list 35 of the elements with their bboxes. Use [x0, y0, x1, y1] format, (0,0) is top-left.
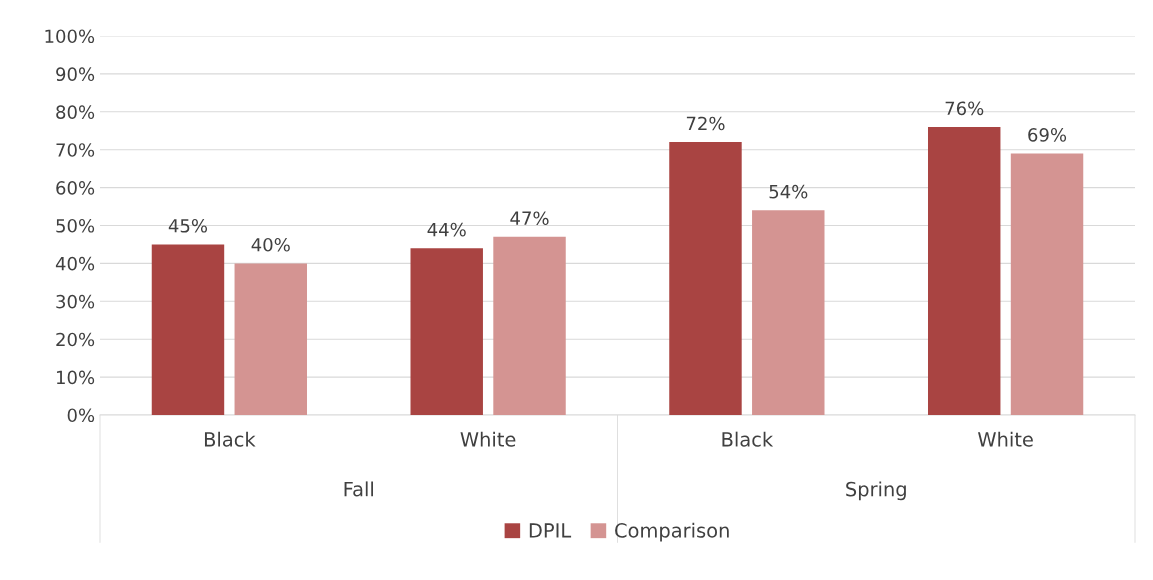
y-tick-label: 50%	[56, 218, 95, 233]
bar	[234, 263, 307, 415]
x-tick-label: White	[460, 431, 516, 447]
data-label: 44%	[427, 222, 466, 237]
bar	[752, 210, 825, 415]
y-tick-label: 60%	[56, 181, 95, 195]
legend-label: Comparison	[615, 522, 729, 542]
text: Fall	[344, 481, 373, 497]
x-tick-label: Black	[204, 431, 256, 447]
text: Spring	[846, 481, 906, 501]
bar	[410, 248, 483, 415]
bar	[928, 126, 1001, 415]
y-tick-label: 80%	[56, 105, 95, 119]
bar	[669, 142, 742, 415]
y-tick-label: 70%	[56, 143, 95, 157]
data-label: 69%	[1028, 128, 1067, 142]
y-tick-label: 0%	[67, 408, 95, 423]
data-label: 76%	[945, 101, 984, 116]
y-tick-label: 20%	[56, 332, 95, 347]
x-tick-label: Black	[722, 431, 774, 447]
data-label: 40%	[251, 237, 290, 252]
y-tick-label: 30%	[56, 294, 95, 309]
data-label: 72%	[686, 116, 725, 131]
y-tick-label: 10%	[56, 370, 95, 385]
data-label: 47%	[510, 211, 549, 226]
bar	[1010, 153, 1084, 415]
bar	[493, 236, 566, 415]
y-tick-label: 90%	[56, 67, 95, 82]
y-tick-label: 100%	[45, 29, 95, 44]
data-label: 54%	[769, 184, 808, 199]
y-tick-label: 40%	[55, 256, 95, 271]
data-label: 45%	[168, 218, 208, 233]
bar	[151, 244, 225, 415]
legend-label: DPIL	[529, 523, 572, 538]
x-tick-label: White	[978, 431, 1033, 447]
